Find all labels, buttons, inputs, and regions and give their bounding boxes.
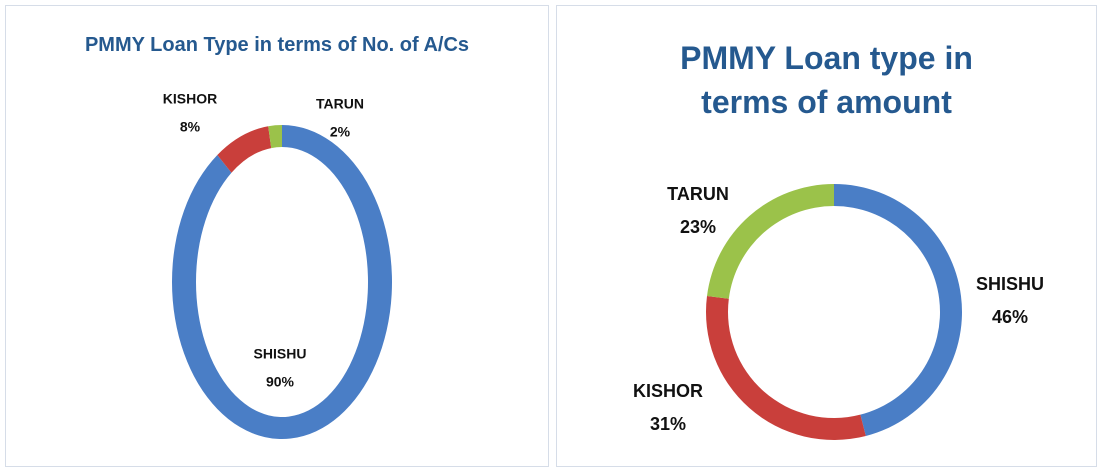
slice-category-label: SHISHU (976, 274, 1044, 294)
donut-slice (171, 125, 392, 439)
slice-category-label: KISHOR (633, 381, 703, 401)
chart-panel: PMMY Loan Type in terms of No. of A/Cs (5, 5, 549, 467)
slice-value-label: 23% (680, 217, 716, 237)
slice-category-label: TARUN (667, 184, 729, 204)
slice-value-label: 8% (180, 119, 201, 135)
slice-value-label: 90% (266, 374, 295, 390)
slice-value-label: 46% (992, 307, 1028, 327)
slice-category-label: KISHOR (163, 91, 217, 107)
donut-slice (706, 295, 866, 440)
slice-value-label: 31% (650, 414, 686, 434)
chart-panel: PMMY Loan type in terms of amount (556, 5, 1097, 467)
chart-title: PMMY Loan Type in terms of No. of A/Cs (84, 34, 470, 56)
donut-slice (217, 126, 272, 173)
chart-title: PMMY Loan type in terms of amount (680, 40, 973, 120)
donut-slice (707, 184, 834, 299)
donut-slice (268, 125, 282, 149)
slice-category-label: SHISHU (254, 346, 307, 362)
slice-category-label: TARUN (316, 96, 364, 112)
donut-slice (834, 184, 962, 436)
slice-value-label: 2% (330, 124, 351, 140)
